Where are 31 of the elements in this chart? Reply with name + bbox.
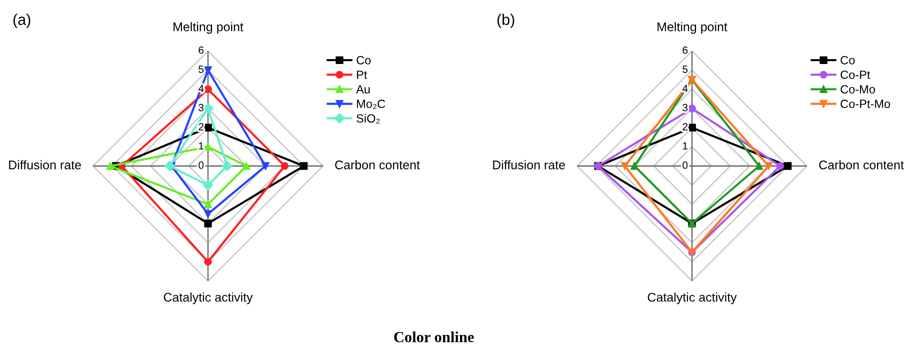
- y-tick-label: 0: [198, 161, 204, 169]
- spoke-label: Catalytic activity: [164, 292, 253, 304]
- spoke-label: Diffusion rate: [9, 160, 81, 170]
- legend-label: Co: [356, 56, 371, 64]
- y-tick-label: 3: [682, 104, 688, 112]
- text: Color online: [394, 331, 474, 342]
- legend-label: Mo₂C: [357, 100, 386, 109]
- y-tick-label: 6: [682, 46, 688, 54]
- y-tick-label: 0: [682, 161, 688, 169]
- y-tick-label: 1: [683, 142, 688, 150]
- spoke-label: Carbon content: [819, 160, 904, 170]
- spoke-label: Carbon content: [335, 160, 420, 170]
- spoke-label: Melting point: [658, 22, 728, 34]
- legend-label: Co-Mo: [840, 85, 875, 94]
- legend-label: Au: [356, 85, 370, 94]
- legend-label: Pt: [357, 70, 368, 79]
- spoke-label: Catalytic activity: [648, 292, 737, 304]
- spoke-label: Melting point: [174, 22, 244, 34]
- y-tick-label: 2: [198, 123, 204, 130]
- legend-label: Co-Pt-Mo: [840, 100, 890, 108]
- y-tick-label: 6: [198, 46, 204, 54]
- y-tick-label: 3: [198, 104, 204, 112]
- legend-label: Co-Pt: [840, 70, 870, 79]
- chart-title: (a): [13, 14, 30, 28]
- legend-label: Co: [840, 56, 855, 64]
- legend-label: SiO₂: [356, 114, 380, 124]
- spoke-label: Diffusion rate: [493, 160, 565, 170]
- y-tick-label: 5: [682, 66, 688, 73]
- y-tick-label: 2: [682, 123, 688, 130]
- y-tick-label: 5: [198, 66, 204, 73]
- chart-title: (b): [497, 14, 514, 28]
